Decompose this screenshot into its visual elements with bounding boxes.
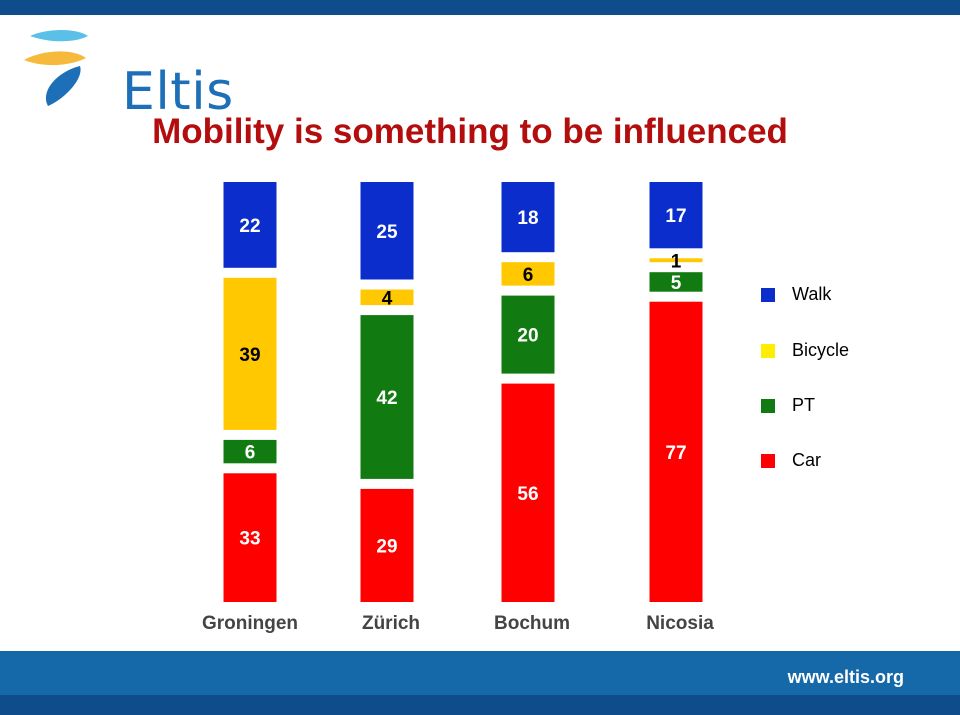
data-label-pt-3: 5: [671, 273, 682, 294]
data-label-bicycle-1: 4: [382, 288, 393, 309]
bar-segment-pt-0: [223, 439, 277, 464]
footer-bottom-strip: [0, 695, 960, 715]
bar-segment-car-0: [223, 473, 277, 602]
legend-label-pt: PT: [792, 395, 816, 415]
bar-segment-walk-0: [223, 182, 277, 268]
bar-segment-pt-3: [649, 272, 703, 292]
data-label-bicycle-3: 1: [671, 251, 682, 272]
legend-swatch-pt: [761, 399, 775, 413]
website-link[interactable]: www.eltis.org: [787, 667, 904, 687]
legend-label-walk: Walk: [792, 284, 832, 304]
bar-segment-bicycle-0: [223, 277, 277, 430]
category-label-2: Bochum: [494, 613, 570, 634]
data-label-walk-2: 18: [517, 208, 538, 229]
bar-segment-car-3: [649, 301, 703, 602]
top-bar: [0, 0, 960, 15]
data-label-walk-3: 17: [665, 206, 686, 227]
bar-segment-bicycle-3: [649, 258, 703, 263]
category-label-0: Groningen: [202, 613, 298, 634]
brand-name: Eltis: [122, 62, 234, 122]
data-label-pt-1: 42: [376, 388, 397, 409]
data-label-car-1: 29: [376, 536, 397, 557]
category-label-3: Nicosia: [646, 613, 714, 634]
data-label-car-2: 56: [517, 484, 538, 505]
data-label-bicycle-2: 6: [523, 265, 534, 286]
data-label-walk-0: 22: [239, 216, 260, 237]
bar-segment-walk-3: [649, 182, 703, 249]
data-label-pt-2: 20: [517, 326, 538, 347]
slide-title: Mobility is something to be influenced: [152, 112, 788, 151]
data-label-bicycle-0: 39: [239, 345, 260, 366]
legend-label-car: Car: [792, 450, 822, 470]
data-label-car-3: 77: [665, 443, 686, 464]
legend-swatch-walk: [761, 288, 775, 302]
eltis-logo: Eltis: [22, 28, 252, 122]
legend-swatch-bicycle: [761, 344, 775, 358]
bar-segment-pt-2: [501, 295, 555, 374]
category-label-1: Zürich: [362, 613, 420, 634]
bar-segment-pt-1: [360, 315, 414, 479]
data-label-pt-0: 6: [245, 443, 256, 464]
bar-segment-car-1: [360, 488, 414, 602]
bar-segment-bicycle-2: [501, 262, 555, 286]
bar-segment-car-2: [501, 383, 555, 602]
eltis-logo-icon: [24, 30, 88, 106]
legend-label-bicycle: Bicycle: [792, 340, 850, 360]
data-label-walk-1: 25: [376, 222, 398, 243]
legend-swatch-car: [761, 454, 775, 468]
data-label-car-0: 33: [239, 529, 260, 550]
bar-segment-walk-2: [501, 182, 555, 253]
bar-segment-walk-1: [360, 182, 414, 280]
bar-segment-bicycle-1: [360, 289, 414, 306]
